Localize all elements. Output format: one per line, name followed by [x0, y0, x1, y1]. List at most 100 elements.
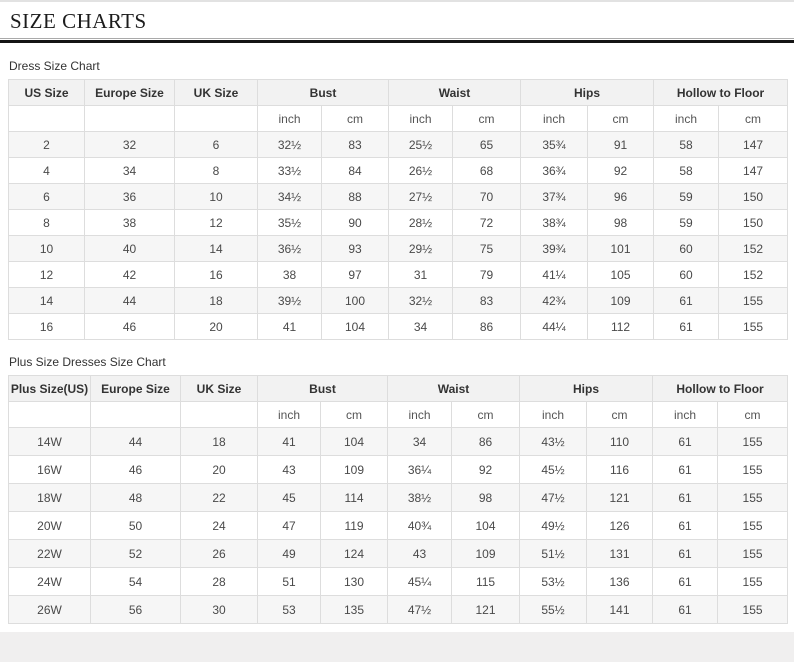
cell: 96: [587, 183, 655, 210]
cell: 104: [320, 313, 390, 340]
cell: 112: [587, 313, 655, 340]
cell: 61: [652, 483, 719, 512]
unit-header-inch: inch: [519, 401, 588, 428]
cell: 44: [90, 427, 181, 456]
cell: 46: [90, 455, 181, 484]
cell: 86: [452, 313, 522, 340]
table-row: 22W 52 26 49 124 43 109 51½ 131 61 155: [8, 539, 789, 568]
cell: 53½: [519, 567, 588, 596]
cell: 68: [452, 157, 522, 184]
cell: 16: [174, 261, 258, 288]
cell: 155: [717, 455, 789, 484]
column-header-hips: Hips: [520, 79, 655, 106]
cell: 60: [653, 261, 720, 288]
cell: 47½: [519, 483, 588, 512]
cell: 18W: [8, 483, 91, 512]
cell: 4: [8, 157, 85, 184]
cell: 61: [652, 567, 719, 596]
cell: 109: [451, 539, 521, 568]
empty-header-cell: [90, 401, 181, 428]
cell: 48: [90, 483, 181, 512]
cell: 100: [320, 287, 390, 314]
cell: 20W: [8, 511, 91, 540]
cell: 44¼: [520, 313, 589, 340]
cell: 39¾: [520, 235, 589, 262]
cell: 72: [452, 209, 522, 236]
cell: 26W: [8, 595, 91, 624]
dress-size-table: US Size Europe Size UK Size Bust Waist Hips Ho…: [8, 79, 789, 340]
cell: 124: [319, 539, 389, 568]
table-row: 26W 56 30 53 135 47½ 121 55½ 141 61 155: [8, 595, 789, 624]
cell: 98: [451, 483, 521, 512]
column-header-europe-size: Europe Size: [84, 79, 175, 106]
column-header-waist: Waist: [388, 79, 522, 106]
column-header-hollow-to-floor: Hollow to Floor: [652, 375, 789, 402]
cell: 18: [174, 287, 258, 314]
cell: 88: [320, 183, 390, 210]
cell: 56: [90, 595, 181, 624]
cell: 45¼: [387, 567, 453, 596]
table-row: 2 32 6 32½ 83 25½ 65 35¾ 91 58 147: [8, 131, 789, 158]
cell: 43½: [519, 427, 588, 456]
cell: 36½: [257, 235, 322, 262]
cell: 104: [451, 511, 521, 540]
column-header-us-size: US Size: [8, 79, 85, 106]
cell: 53: [257, 595, 321, 624]
table-row: 16W 46 20 43 109 36¼ 92 45½ 116 61 155: [8, 455, 789, 484]
cell: 39½: [257, 287, 322, 314]
cell: 105: [587, 261, 655, 288]
table-header-row: Plus Size(US) Europe Size UK Size Bust Waist…: [8, 375, 789, 402]
table-row: 12 42 16 38 97 31 79 41¼ 105 60 152: [8, 261, 789, 288]
cell: 30: [180, 595, 258, 624]
cell: 22W: [8, 539, 91, 568]
empty-header-cell: [84, 105, 175, 132]
cell: 10: [8, 235, 85, 262]
unit-header-cm: cm: [586, 401, 654, 428]
cell: 136: [586, 567, 654, 596]
unit-header-inch: inch: [257, 401, 321, 428]
cell: 34: [388, 313, 454, 340]
unit-header-cm: cm: [587, 105, 655, 132]
cell: 61: [653, 313, 720, 340]
table-row: 4 34 8 33½ 84 26½ 68 36¾ 92 58 147: [8, 157, 789, 184]
cell: 150: [718, 209, 789, 236]
column-header-waist: Waist: [387, 375, 521, 402]
column-header-hollow-to-floor: Hollow to Floor: [653, 79, 789, 106]
cell: 33½: [257, 157, 322, 184]
footer-band: [0, 632, 794, 662]
cell: 18: [180, 427, 258, 456]
unit-header-cm: cm: [717, 401, 789, 428]
table-units-row: inch cm inch cm inch cm inch cm: [8, 105, 789, 132]
cell: 121: [586, 483, 654, 512]
page-title: SIZE CHARTS: [10, 9, 147, 33]
cell: 14W: [8, 427, 91, 456]
cell: 115: [451, 567, 521, 596]
cell: 119: [319, 511, 389, 540]
cell: 109: [319, 455, 389, 484]
cell: 25½: [388, 131, 454, 158]
unit-header-inch: inch: [388, 105, 454, 132]
cell: 28½: [388, 209, 454, 236]
table-row: 18W 48 22 45 114 38½ 98 47½ 121 61 155: [8, 483, 789, 512]
cell: 79: [452, 261, 522, 288]
cell: 16: [8, 313, 85, 340]
unit-header-cm: cm: [319, 401, 389, 428]
cell: 50: [90, 511, 181, 540]
cell: 55½: [519, 595, 588, 624]
unit-header-inch: inch: [653, 105, 720, 132]
cell: 20: [180, 455, 258, 484]
cell: 141: [586, 595, 654, 624]
cell: 131: [586, 539, 654, 568]
unit-header-cm: cm: [452, 105, 522, 132]
cell: 130: [319, 567, 389, 596]
cell: 38½: [387, 483, 453, 512]
cell: 20: [174, 313, 258, 340]
table-row: 8 38 12 35½ 90 28½ 72 38¾ 98 59 150: [8, 209, 789, 236]
cell: 49½: [519, 511, 588, 540]
cell: 46: [84, 313, 175, 340]
column-header-europe-size: Europe Size: [90, 375, 181, 402]
cell: 83: [452, 287, 522, 314]
cell: 22: [180, 483, 258, 512]
column-header-bust: Bust: [256, 79, 390, 106]
cell: 41: [257, 427, 321, 456]
